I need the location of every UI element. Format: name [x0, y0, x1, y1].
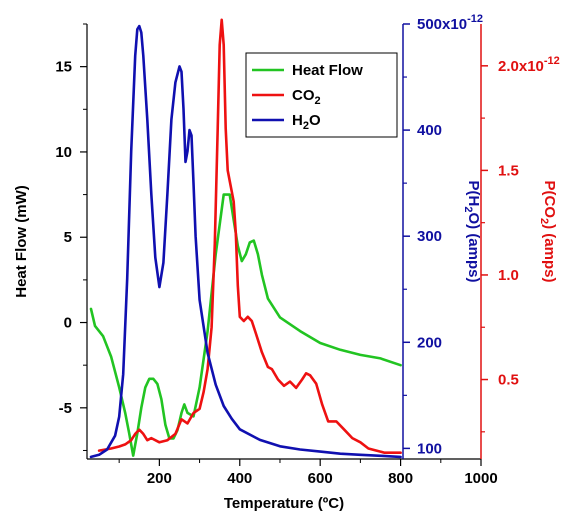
x-tick-label: 1000: [464, 470, 497, 487]
plot-frame: [86, 24, 481, 460]
x-axis-title: Temperature (ºC): [224, 495, 344, 512]
x-tick-label: 200: [147, 470, 172, 487]
h2o-series-line: [89, 24, 402, 459]
h2o-pressure-axis: 100 200 300 400 500x10-12 P(H2O) (amps): [402, 13, 483, 459]
y-left-axis-title: Heat Flow (mW): [13, 185, 30, 298]
x-tick-label: 400: [227, 470, 252, 487]
legend: Heat Flow CO2 H2O: [245, 52, 398, 138]
y-left-tick-label: 10: [55, 144, 72, 161]
h2o-tick-label: 300: [417, 228, 442, 245]
y-left-tick-label: -5: [59, 400, 72, 417]
co2-tick-label: 1.0: [498, 267, 519, 284]
x-axis: 200 400 600 800 1000 Temperature (ºC): [118, 459, 498, 512]
h2o-tick-label: 500x10-12: [417, 13, 483, 33]
legend-label: H2O: [292, 112, 321, 132]
h2o-tick-label: 200: [417, 334, 442, 351]
x-tick-label: 800: [388, 470, 413, 487]
y-left-tick-label: 5: [64, 229, 72, 246]
h2o-axis-title: P(H2O) (amps): [462, 181, 482, 283]
y-left-tick-label: 0: [64, 315, 72, 332]
x-tick-label: 600: [308, 470, 333, 487]
co2-tick-label: 2.0x10-12: [498, 55, 560, 75]
co2-tick-label: 1.5: [498, 162, 519, 179]
heat-flow-axis: -5 0 5 10 15 Heat Flow (mW): [13, 23, 87, 451]
legend-label: Heat Flow: [292, 62, 363, 79]
co2-tick-label: 0.5: [498, 372, 519, 389]
co2-series-line: [97, 18, 402, 455]
co2-exponent: -12: [544, 55, 560, 67]
co2-axis-title: P(CO2) (amps): [538, 181, 558, 283]
h2o-tick-label: 100: [417, 440, 442, 457]
h2o-tick-label: 400: [417, 122, 442, 139]
co2-pressure-axis: 0.5 1.0 1.5 2.0x10-12 P(CO2) (amps): [480, 24, 560, 459]
series-layer: [89, 18, 402, 459]
legend-label: CO2: [292, 87, 321, 107]
h2o-exponent: -12: [467, 13, 483, 25]
y-left-tick-label: 15: [55, 59, 72, 76]
heat-flow-series-line: [89, 193, 402, 457]
